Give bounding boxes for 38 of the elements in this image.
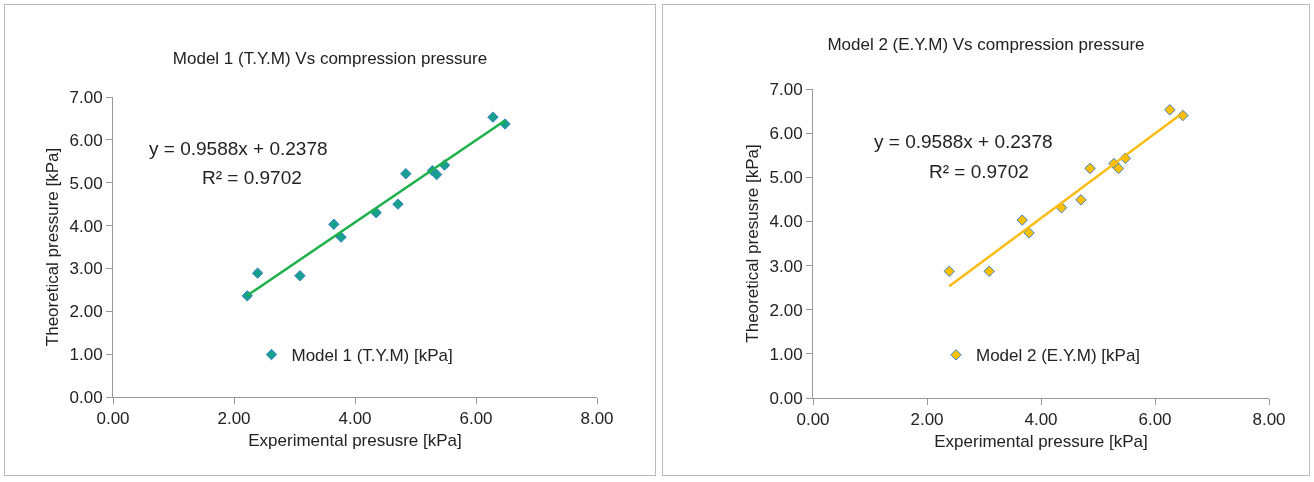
x-axis-title: Experimental presusre [kPa]: [248, 430, 462, 450]
x-tick-label: 0.00: [796, 410, 830, 430]
legend-label: Model 2 (E.Y.M) [kPa]: [976, 346, 1141, 366]
annotation: y = 0.9588x + 0.2378: [149, 138, 328, 159]
annotation: R² = 0.9702: [202, 167, 302, 188]
x-tick-label: 2.00: [910, 410, 944, 430]
y-tick-label: 1.00: [69, 345, 103, 365]
y-axis-title: Theoretical presusre [kPa]: [743, 144, 763, 343]
y-tick-label: 3.00: [769, 256, 803, 276]
y-tick-label: 4.00: [769, 212, 803, 232]
x-tick-label: 6.00: [1138, 410, 1172, 430]
y-axis-title: Theoretical pressure [kPa]: [43, 147, 63, 347]
y-tick-label: 2.00: [769, 300, 803, 320]
annotation: R² = 0.9702: [929, 161, 1029, 182]
x-axis-title: Experimental pressure [kPa]: [934, 431, 1148, 451]
y-tick-label: 1.00: [769, 344, 803, 364]
y-tick-label: 6.00: [769, 124, 803, 144]
x-tick-label: 8.00: [1252, 410, 1286, 430]
y-tick-label: 4.00: [69, 216, 103, 236]
y-tick-label: 0.00: [69, 387, 103, 407]
x-tick-label: 6.00: [459, 409, 493, 429]
y-tick-label: 0.00: [769, 388, 803, 408]
x-tick-label: 4.00: [338, 409, 372, 429]
legend-label: Model 1 (T.Y.M) [kPa]: [291, 346, 453, 366]
y-tick-label: 7.00: [769, 79, 803, 99]
y-tick-label: 7.00: [69, 87, 103, 107]
y-tick-label: 6.00: [69, 130, 103, 150]
chart-title: Model 2 (E.Y.M) Vs compression pressure: [827, 34, 1145, 54]
y-tick-label: 5.00: [69, 173, 103, 193]
annotation: y = 0.9588x + 0.2378: [874, 131, 1053, 152]
x-tick-label: 2.00: [217, 409, 251, 429]
x-tick-label: 8.00: [580, 409, 614, 429]
y-tick-label: 2.00: [69, 302, 103, 322]
x-tick-label: 4.00: [1024, 410, 1058, 430]
y-tick-label: 5.00: [769, 168, 803, 188]
chart-title: Model 1 (T.Y.M) Vs compression pressure: [172, 48, 488, 68]
x-tick-label: 0.00: [96, 409, 130, 429]
y-tick-label: 3.00: [69, 259, 103, 279]
